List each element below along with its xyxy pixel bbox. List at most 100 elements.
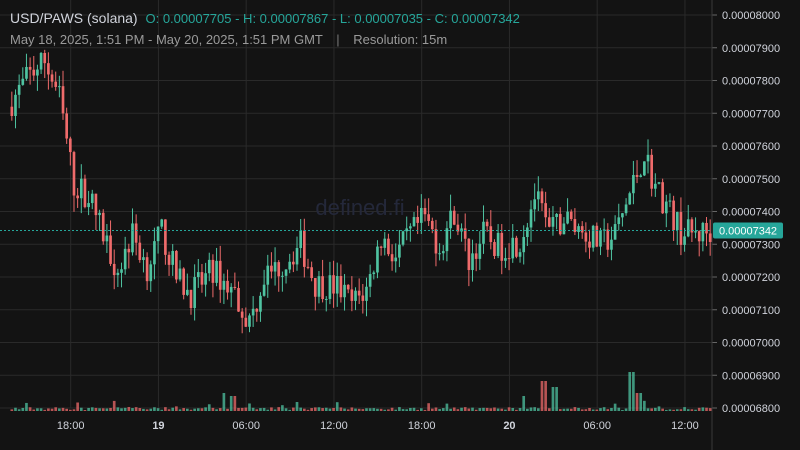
volume-bar (222, 393, 226, 411)
candle-body (229, 286, 233, 293)
candle-body (686, 219, 690, 237)
candle-body (452, 210, 456, 225)
candle-body (39, 52, 43, 70)
volume-bar (654, 407, 657, 411)
volume-bar (705, 407, 708, 411)
candle-body (398, 244, 401, 258)
volume-bar (438, 409, 441, 411)
volume-bar (54, 407, 58, 411)
volume-bar (39, 408, 43, 411)
y-tick-label: 0.00007900 (722, 43, 780, 55)
candle-body (65, 113, 68, 139)
volume-bar (94, 407, 98, 411)
candle-body (109, 235, 112, 264)
candle-body (182, 268, 185, 295)
candle-body (58, 86, 61, 88)
volume-bar (332, 407, 335, 411)
volume-bar (445, 403, 449, 411)
volume-bar (101, 408, 105, 411)
volume-bar (244, 407, 248, 411)
candle-body (306, 266, 310, 268)
candle-body (511, 237, 515, 259)
candle-body (409, 226, 412, 229)
volume-bar (116, 407, 120, 411)
x-tick-label: 18:00 (57, 420, 85, 432)
pair-name: USD/PAWS (solana) (10, 10, 138, 26)
volume-bar (292, 407, 295, 411)
candle-body (383, 238, 387, 248)
volume-bar (123, 407, 127, 411)
candle-body (259, 295, 262, 312)
y-tick-label: 0.00006900 (722, 370, 780, 382)
candle-body (273, 262, 277, 272)
volume-bar (295, 401, 299, 411)
candle-body (390, 254, 394, 262)
volume-bar (606, 409, 610, 411)
volume-bar (160, 409, 164, 411)
candle-body (200, 272, 204, 285)
candle-body (357, 290, 361, 296)
candle-body (164, 219, 167, 255)
volume-bar (164, 407, 167, 411)
volume-bar (566, 408, 569, 411)
y-axis: 0.00008000 0.00007900 0.00007800 0.00007700… (711, 0, 780, 450)
volume-bar (171, 407, 175, 411)
candle-body (573, 219, 577, 233)
volume-bar (178, 409, 182, 411)
volume-bar (569, 408, 573, 411)
candle-body (131, 223, 134, 253)
volume-bar (138, 408, 142, 411)
candle-body (101, 212, 105, 242)
candle-body (489, 226, 493, 243)
candle-body (599, 230, 602, 247)
volume-bar (533, 407, 536, 411)
volume-bar (643, 400, 646, 411)
volume-bar (21, 407, 25, 411)
candle-body (668, 200, 672, 202)
candle-body (471, 253, 474, 271)
volume-bar (650, 408, 653, 411)
volume-bar (588, 407, 591, 411)
volume-bar (131, 408, 134, 411)
candle-body (138, 242, 142, 261)
candle-body (262, 284, 266, 296)
candle-body (313, 278, 317, 297)
volume-bar (196, 408, 200, 411)
candle-body (116, 272, 120, 276)
volume-bar (463, 407, 467, 411)
candle-body (196, 272, 200, 278)
candle-body (438, 253, 441, 255)
y-tick-label: 0.00007100 (722, 305, 780, 317)
volume-bar (90, 407, 94, 411)
candle-body (178, 268, 182, 280)
candle-body (153, 241, 156, 265)
volume-bar (310, 408, 313, 411)
candle-body (237, 287, 240, 312)
candle-body (32, 69, 36, 76)
volume-bar (504, 409, 507, 411)
separator: | (336, 32, 340, 47)
candle-body (83, 178, 87, 208)
volume-bar (547, 408, 551, 411)
y-tick-label: 0.00008000 (722, 10, 780, 22)
volume-bar (156, 408, 160, 411)
date-range: May 18, 2025, 1:51 PM - May 20, 2025, 1:… (10, 32, 323, 47)
volume-bar (153, 407, 156, 411)
candle-body (167, 254, 171, 265)
candle-body (423, 207, 427, 215)
candle-body (277, 262, 281, 277)
candle-body (522, 237, 526, 253)
volume-bar (376, 408, 379, 411)
candle-body (635, 174, 639, 177)
candle-body (621, 213, 624, 218)
volume-bar (551, 387, 555, 411)
volume-bar (324, 407, 328, 411)
candle-body (445, 228, 449, 252)
candle-body (379, 246, 383, 248)
candle-body (365, 286, 368, 301)
volume-bar (50, 408, 54, 411)
candle-body (427, 214, 430, 221)
volume-bar (262, 407, 266, 411)
volume-bar (686, 409, 690, 411)
